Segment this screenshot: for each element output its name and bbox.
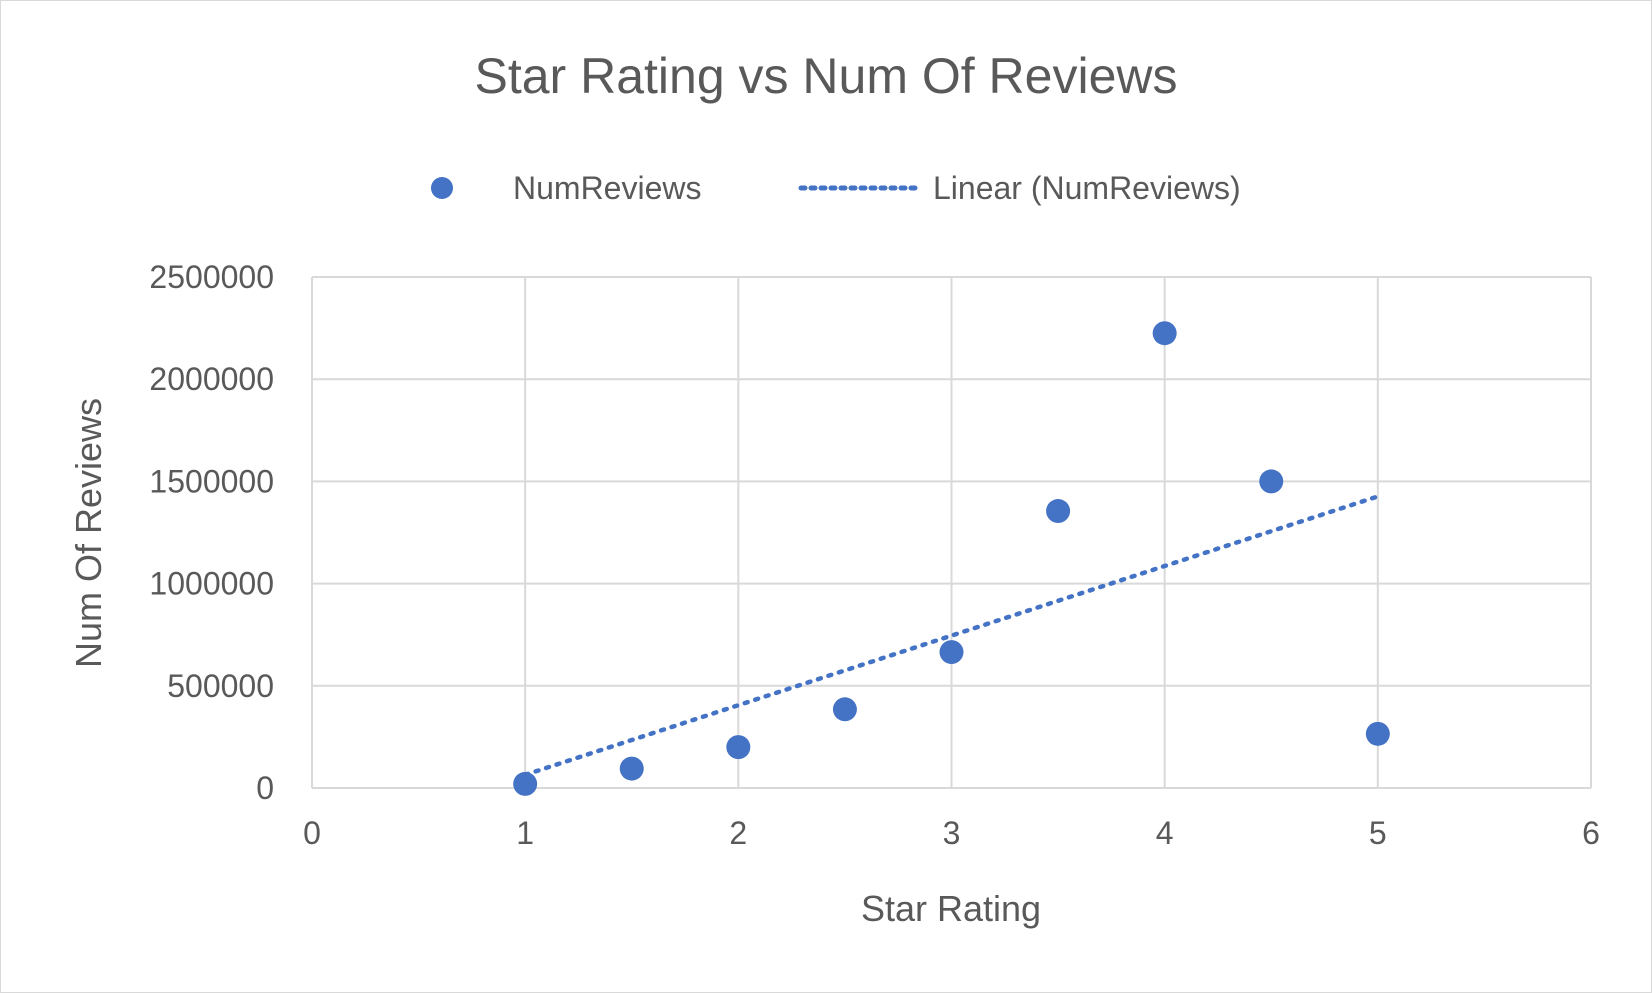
trendline-layer	[522, 494, 1381, 778]
x-tick-label: 1	[516, 815, 534, 851]
legend-label-numreviews: NumReviews	[513, 170, 701, 206]
data-point	[513, 771, 538, 796]
x-axis-title: Star Rating	[861, 888, 1041, 929]
data-point	[939, 640, 964, 665]
data-point	[1259, 469, 1284, 494]
x-tick-label: 2	[729, 815, 747, 851]
y-tick-label: 500000	[167, 668, 274, 704]
y-axis-title: Num Of Reviews	[68, 398, 109, 668]
chart-title: Star Rating vs Num Of Reviews	[475, 48, 1178, 104]
data-point	[1152, 321, 1177, 346]
legend-label-trendline: Linear (NumReviews)	[933, 170, 1241, 206]
legend-marker-numreviews	[431, 177, 453, 199]
gridlines	[311, 276, 1592, 789]
y-tick-label: 1500000	[149, 463, 274, 499]
data-point	[726, 735, 751, 760]
legend: NumReviews Linear (NumReviews)	[431, 170, 1241, 206]
x-tick-label: 0	[303, 815, 321, 851]
x-tick-label: 3	[943, 815, 961, 851]
x-tick-label: 5	[1369, 815, 1387, 851]
data-point	[832, 697, 857, 722]
data-point	[1365, 721, 1390, 746]
data-point	[1046, 499, 1071, 524]
y-tick-label: 2500000	[149, 259, 274, 295]
y-tick-label: 2000000	[149, 361, 274, 397]
data-points	[513, 321, 1390, 796]
x-tick-label: 4	[1156, 815, 1174, 851]
tick-labels: 0 500000 1000000 1500000 2000000 2500000 0 1 2 3 4…	[149, 259, 1599, 851]
data-point	[619, 756, 644, 781]
y-tick-label: 0	[256, 770, 274, 806]
trendline	[522, 494, 1381, 778]
x-tick-label: 6	[1582, 815, 1600, 851]
y-tick-label: 1000000	[149, 566, 274, 602]
